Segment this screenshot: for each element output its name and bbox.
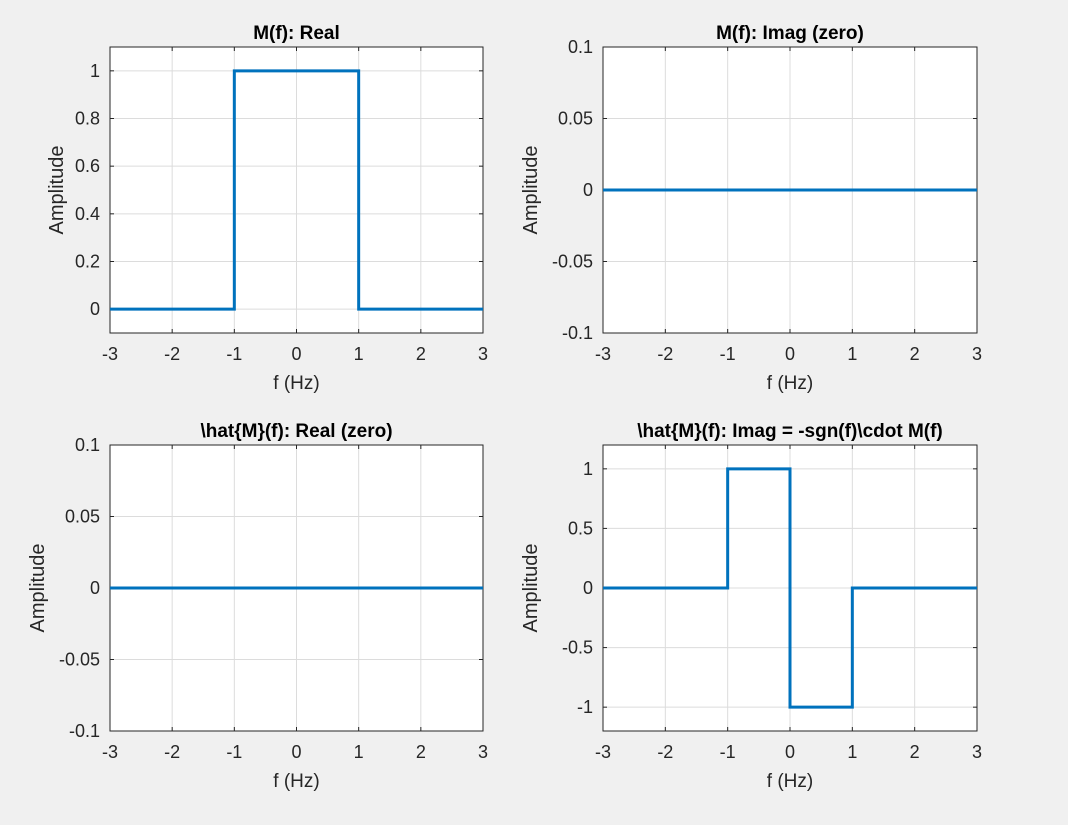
y-axis-label-4: Amplitude [520, 544, 542, 633]
x-tick-label-4-6: 3 [972, 742, 982, 762]
y-tick-label-3-0: -0.1 [69, 721, 100, 741]
y-tick-label-2-3: 0.05 [558, 109, 593, 129]
x-axis-label-1: f (Hz) [273, 373, 319, 394]
x-axis-label-3: f (Hz) [273, 771, 319, 792]
series-line-4-0 [603, 467, 977, 709]
x-tick-label-3-4: 1 [354, 742, 364, 762]
y-tick-label-1-0: 0 [90, 299, 100, 319]
x-tick-label-4-3: 0 [785, 742, 795, 762]
y-tick-label-1-3: 0.6 [75, 156, 100, 176]
x-tick-label-2-4: 1 [847, 344, 857, 364]
y-tick-label-2-4: 0.1 [568, 37, 593, 57]
y-tick-label-3-2: 0 [90, 578, 100, 598]
x-tick-label-4-1: -2 [657, 742, 673, 762]
y-tick-label-3-3: 0.05 [65, 507, 100, 527]
x-tick-label-1-2: -1 [226, 344, 242, 364]
x-tick-label-1-0: -3 [102, 344, 118, 364]
x-tick-label-3-6: 3 [478, 742, 488, 762]
y-tick-label-4-4: 1 [583, 459, 593, 479]
y-tick-label-1-1: 0.2 [75, 252, 100, 272]
y-axis-label-1: Amplitude [46, 146, 68, 235]
subplot-3: -3 -2 -1 0 1 2 3 -0.1 -0.05 0 0.05 0.1 \hat{M}(f): R… [27, 421, 488, 792]
x-tick-label-1-3: 0 [291, 344, 301, 364]
y-axis-label-2: Amplitude [520, 146, 542, 235]
x-tick-label-3-3: 0 [291, 742, 301, 762]
y-tick-label-4-0: -1 [577, 697, 593, 717]
x-tick-label-4-2: -1 [720, 742, 736, 762]
y-tick-label-4-1: -0.5 [562, 638, 593, 658]
x-tick-label-4-0: -3 [595, 742, 611, 762]
y-tick-label-3-4: 0.1 [75, 435, 100, 455]
y-tick-label-4-2: 0 [583, 578, 593, 598]
series-line-1-0 [110, 69, 483, 311]
subplot-4: -3 -2 -1 0 1 2 3 -1 -0.5 0 0.5 1 \hat{M}(f): Imag = … [520, 421, 982, 792]
x-tick-label-2-5: 2 [910, 344, 920, 364]
x-tick-label-4-4: 1 [847, 742, 857, 762]
x-tick-label-2-1: -2 [657, 344, 673, 364]
subplot-2: -3 -2 -1 0 1 2 3 -0.1 -0.05 0 0.05 0.1 M(f): Imag (z… [520, 23, 982, 394]
x-tick-label-4-5: 2 [910, 742, 920, 762]
x-tick-label-3-5: 2 [416, 742, 426, 762]
x-axis-label-2: f (Hz) [767, 373, 813, 394]
subplot-1: -3 -2 -1 0 1 2 3 0 0.2 0.4 0.6 0.8 1 M(f): Real f (Hz)… [46, 23, 488, 394]
x-tick-label-3-2: -1 [226, 742, 242, 762]
x-tick-label-2-2: -1 [720, 344, 736, 364]
x-tick-label-3-1: -2 [164, 742, 180, 762]
y-tick-label-4-3: 0.5 [568, 518, 593, 538]
x-tick-label-2-6: 3 [972, 344, 982, 364]
x-tick-label-2-3: 0 [785, 344, 795, 364]
subplot-title-2: M(f): Imag (zero) [716, 23, 864, 44]
subplot-title-1: M(f): Real [253, 23, 340, 44]
y-tick-label-1-2: 0.4 [75, 204, 100, 224]
x-tick-label-3-0: -3 [102, 742, 118, 762]
x-tick-label-1-1: -2 [164, 344, 180, 364]
y-tick-label-3-1: -0.05 [59, 650, 100, 670]
y-tick-label-2-0: -0.1 [562, 323, 593, 343]
x-axis-label-4: f (Hz) [767, 771, 813, 792]
y-tick-label-1-4: 0.8 [75, 109, 100, 129]
y-tick-label-2-2: 0 [583, 180, 593, 200]
subplot-title-4: \hat{M}(f): Imag = -sgn(f)\cdot M(f) [637, 421, 943, 442]
x-tick-label-1-5: 2 [416, 344, 426, 364]
y-axis-label-3: Amplitude [27, 544, 49, 633]
subplot-title-3: \hat{M}(f): Real (zero) [200, 421, 392, 442]
x-tick-label-1-4: 1 [354, 344, 364, 364]
y-tick-label-2-1: -0.05 [552, 252, 593, 272]
y-tick-label-1-5: 1 [90, 61, 100, 81]
x-tick-label-2-0: -3 [595, 344, 611, 364]
x-tick-label-1-6: 3 [478, 344, 488, 364]
